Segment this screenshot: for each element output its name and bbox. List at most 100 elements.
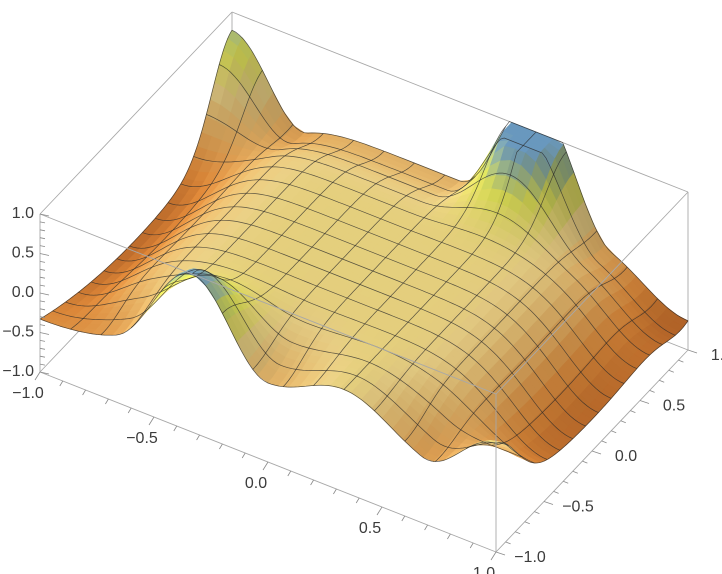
mesh-line (219, 64, 676, 336)
z-tick-mark (39, 229, 46, 232)
y-tick-mark (668, 369, 674, 373)
mesh-line (191, 150, 385, 281)
mesh-line (155, 192, 612, 399)
x-tick-label: 1.0 (473, 565, 495, 574)
y-tick-label: 0.5 (663, 398, 685, 415)
x-tick-mark (447, 533, 451, 540)
z-axis-tick-labels: −1.0 −0.5 0.0 0.5 1.0 (2, 205, 34, 380)
z-tick-mark (39, 253, 50, 256)
x-tick-mark (469, 542, 474, 549)
y-tick-label: 0.0 (615, 448, 637, 465)
mesh-line (313, 126, 506, 386)
x-tick-mark (424, 524, 428, 531)
z-tick-mark (39, 363, 46, 366)
x-tick-mark (401, 515, 406, 522)
mesh-line (404, 230, 598, 442)
y-tick-mark (543, 501, 554, 505)
mesh-line (193, 155, 650, 356)
y-tick-mark (659, 379, 665, 383)
y-tick-label: 1.0 (711, 347, 722, 364)
z-tick-mark (39, 245, 46, 247)
y-tick-mark (591, 450, 602, 455)
z-tick-label: 0.0 (12, 284, 34, 301)
mesh-line (129, 219, 586, 427)
mesh-line (103, 246, 561, 451)
mesh-line (91, 260, 548, 460)
z-tick-mark (39, 316, 46, 319)
mesh-line (343, 131, 537, 390)
mesh-line (180, 166, 637, 369)
z-tick-mark (39, 300, 46, 303)
y-tick-mark (553, 491, 559, 494)
mesh-line (39, 272, 497, 462)
y-tick-mark (515, 531, 521, 535)
z-tick-mark (39, 340, 46, 342)
mesh-line (116, 233, 573, 440)
y-tick-mark (572, 470, 578, 474)
z-tick-label: 0.5 (12, 245, 34, 262)
mesh-line (161, 140, 354, 291)
y-tick-mark (620, 420, 626, 424)
x-tick-mark (59, 380, 64, 387)
x-tick-mark (105, 398, 109, 405)
z-tick-mark (39, 261, 46, 263)
box-edge (495, 191, 689, 395)
x-tick-mark (376, 506, 383, 516)
mesh-line (282, 176, 476, 387)
z-tick-mark (39, 221, 46, 224)
y-tick-mark (505, 541, 511, 545)
y-tick-mark (495, 551, 506, 556)
z-tick-mark (39, 213, 50, 217)
mesh-line (130, 133, 324, 329)
x-tick-mark (262, 461, 269, 471)
z-tick-mark (39, 237, 46, 240)
mesh-line (434, 266, 628, 462)
box-edge (39, 11, 233, 215)
axis-ticks (34, 213, 698, 561)
y-tick-mark (611, 430, 617, 434)
x-tick-label: −0.5 (126, 430, 158, 447)
mesh-line (70, 70, 263, 330)
z-tick-mark (39, 292, 50, 296)
x-tick-mark (196, 434, 200, 441)
y-tick-mark (524, 521, 530, 525)
mesh-line (465, 298, 658, 450)
mesh-line (65, 274, 522, 458)
x-tick-mark (82, 389, 86, 396)
y-tick-mark (639, 400, 650, 404)
y-tick-label: −0.5 (562, 499, 594, 516)
x-tick-mark (310, 479, 314, 486)
y-tick-mark (687, 349, 698, 354)
y-tick-mark (649, 390, 655, 393)
x-tick-mark (127, 407, 132, 414)
x-tick-mark (490, 551, 497, 561)
x-tick-label: 0.5 (359, 520, 381, 537)
x-tick-mark (287, 470, 292, 477)
x-tick-mark (333, 488, 337, 495)
x-tick-mark (241, 452, 246, 459)
y-tick-mark (630, 410, 636, 413)
mesh-line (78, 273, 535, 464)
y-tick-mark (678, 359, 684, 363)
x-tick-label: −1.0 (12, 385, 44, 402)
y-tick-label: −1.0 (514, 549, 546, 566)
mesh-line (167, 179, 625, 384)
surface-mesh (39, 29, 689, 464)
y-tick-mark (582, 460, 588, 464)
y-tick-mark (534, 511, 540, 514)
mesh-line (52, 269, 509, 449)
z-tick-mark (39, 347, 46, 350)
box-edge (231, 11, 689, 193)
z-tick-mark (39, 332, 50, 335)
y-tick-mark (601, 440, 607, 444)
x-tick-mark (34, 371, 41, 381)
box-edge (39, 213, 497, 395)
x-tick-mark (355, 497, 360, 504)
z-tick-mark (39, 324, 46, 326)
mesh-line (231, 29, 689, 322)
z-tick-label: 1.0 (12, 205, 34, 222)
z-tick-label: −0.5 (2, 324, 34, 341)
mesh-line (222, 162, 415, 314)
z-tick-mark (39, 284, 46, 287)
